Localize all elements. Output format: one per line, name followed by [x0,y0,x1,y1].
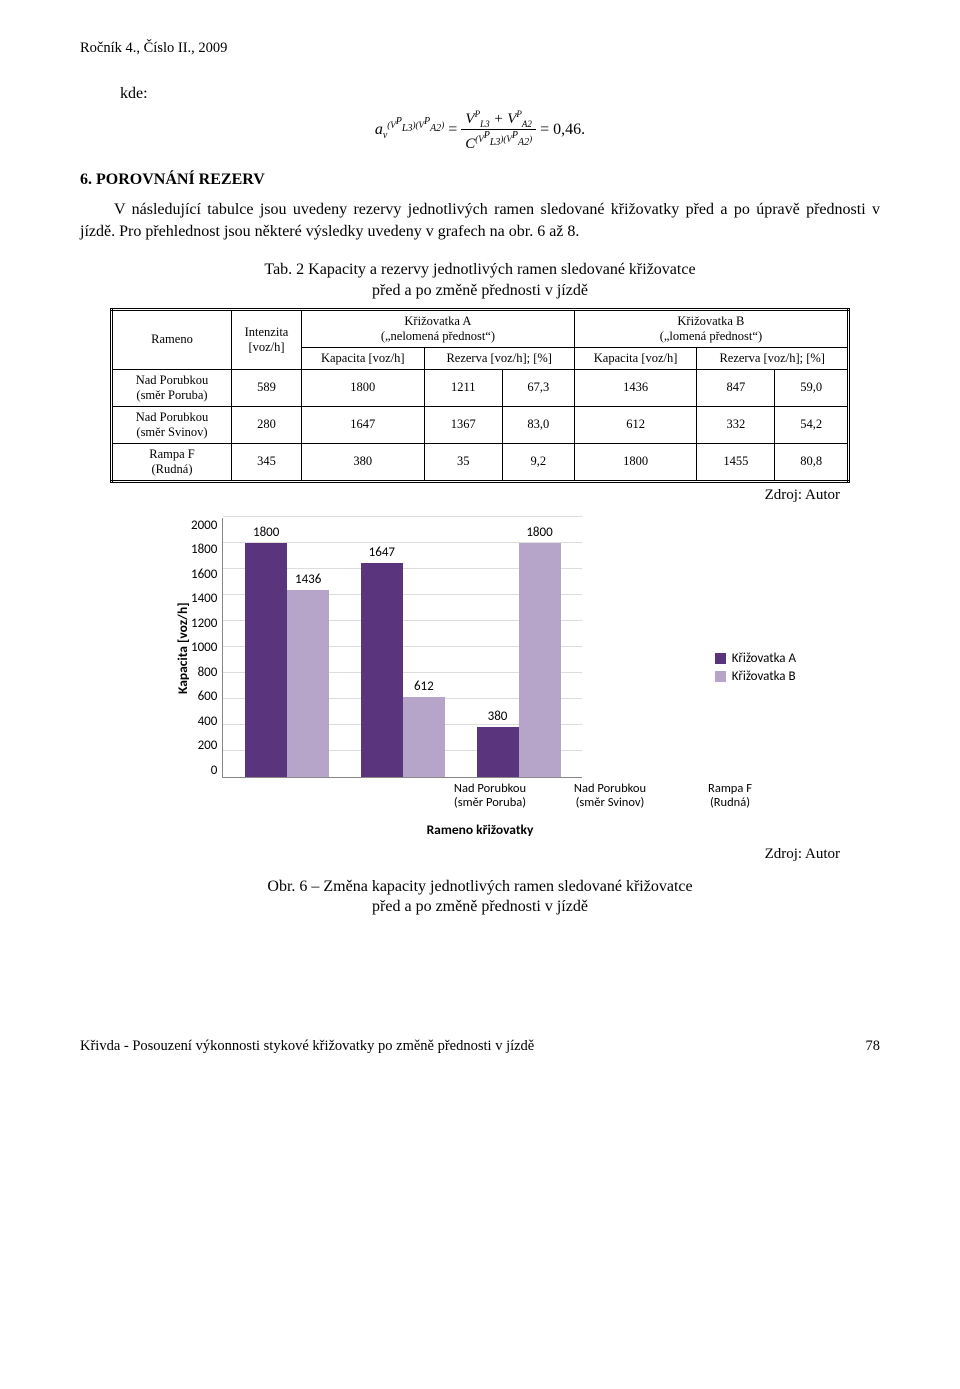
paragraph-1: V následující tabulce jsou uvedeny rezer… [80,199,880,242]
chart-bar: 1436 [287,590,329,777]
page-footer: Křivda - Posouzení výkonnosti stykové kř… [80,1038,880,1055]
chart-x-category: Nad Porubkou(směr Poruba) [435,782,545,811]
chart-bar: 1647 [361,563,403,777]
chart-bar: 612 [403,697,445,777]
chart-y-title: Kapacita [voz/h] [170,518,191,778]
table-source: Zdroj: Autor [80,487,840,504]
table-row: Rampa F(Rudná)345380359,21800145580,8 [112,443,849,481]
chart-x-category: Rampa F(Rudná) [675,782,785,811]
chart-bar-group: 18001436 [245,543,329,777]
running-head: Ročník 4., Číslo II., 2009 [80,40,880,57]
legend-item: Křižovatka B [715,669,796,684]
legend-item: Křižovatka A [715,651,796,666]
formula-rhs: 0,46 [553,121,581,138]
chart-x-category: Nad Porubkou(směr Svinov) [555,782,665,811]
footer-left: Křivda - Posouzení výkonnosti stykové kř… [80,1038,534,1055]
chart-x-title: Rameno křižovatky [170,821,790,838]
col-rameno: Rameno [112,309,232,369]
table-row: Nad Porubkou(směr Svinov)2801647136783,0… [112,406,849,443]
chart-y-ticks: 2000180016001400120010008006004002000 [191,518,222,778]
chart-bar: 1800 [245,543,287,777]
chart-bar: 1800 [519,543,561,777]
chart-x-categories: Nad Porubkou(směr Poruba) Nad Porubkou(sm… [430,778,790,811]
table-caption: Tab. 2 Kapacity a rezervy jednotlivých r… [80,260,880,302]
col-kriz-a: Křižovatka A(„nelomená přednost“) [302,309,575,347]
chart-bar: 380 [477,727,519,776]
table-row: Nad Porubkou(směr Poruba)5891800121167,3… [112,369,849,406]
col-kap-b: Kapacita [voz/h] [574,347,697,369]
col-rez-a: Rezerva [voz/h]; [%] [424,347,574,369]
figure-source: Zdroj: Autor [80,846,840,863]
section-heading: 6. POROVNÁNÍ REZERV [80,171,880,189]
kde-label: kde: [120,85,880,103]
footer-page-number: 78 [866,1038,881,1055]
chart-legend: Křižovatka A Křižovatka B [715,648,796,687]
formula: av(VPL3)(VPA2) = VPL3 + VPA2 C(VPL3)(VPA… [80,109,880,153]
capacity-chart: Kapacita [voz/h] 20001800160014001200100… [170,518,790,838]
col-kriz-b: Křižovatka B(„lomená přednost“) [574,309,848,347]
chart-bar-group: 3801800 [477,543,561,777]
data-table: Rameno Intenzita [voz/h] Křižovatka A(„n… [110,308,850,483]
col-rez-b: Rezerva [voz/h]; [%] [697,347,849,369]
col-intenzita: Intenzita [voz/h] [232,309,302,369]
chart-bar-group: 1647612 [361,563,445,777]
figure-caption: Obr. 6 – Změna kapacity jednotlivých ram… [80,877,880,919]
col-kap-a: Kapacita [voz/h] [302,347,425,369]
chart-plot-area: 1800143616476123801800 [222,518,582,778]
